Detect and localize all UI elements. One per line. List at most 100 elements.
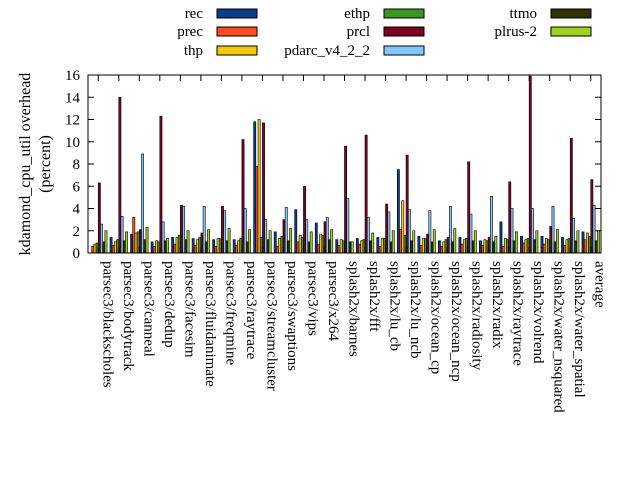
bar <box>278 238 282 254</box>
bar <box>241 139 245 254</box>
bar <box>221 205 224 254</box>
bar <box>448 205 452 254</box>
bar <box>122 240 126 254</box>
bar <box>120 215 124 254</box>
bar <box>216 238 220 254</box>
legend-swatch <box>216 45 258 56</box>
bar <box>253 121 257 254</box>
bar <box>551 205 555 254</box>
bar <box>483 239 487 254</box>
bar <box>186 230 190 254</box>
bar <box>555 229 559 254</box>
x-tick-label: splash2x/radix <box>489 261 505 349</box>
bar <box>499 221 503 254</box>
legend-swatch <box>550 26 592 37</box>
bar <box>163 240 167 254</box>
bar <box>369 240 372 254</box>
legend-label: ethp <box>344 6 370 22</box>
y-tick-label: 10 <box>65 135 80 151</box>
bar <box>193 244 197 254</box>
bar <box>572 218 575 254</box>
bar <box>289 228 293 254</box>
bar <box>305 219 309 254</box>
bar <box>235 244 238 254</box>
bar <box>284 207 288 254</box>
bar <box>276 246 279 254</box>
bar <box>166 238 169 254</box>
bar <box>385 203 389 254</box>
bar <box>371 232 375 254</box>
bar <box>330 229 334 254</box>
bar <box>232 239 236 254</box>
bar <box>410 240 413 254</box>
bar <box>501 246 505 254</box>
bar <box>335 239 339 254</box>
y-tick-label: 16 <box>65 68 81 84</box>
bar <box>237 240 241 254</box>
legend-swatch <box>383 45 425 56</box>
bar <box>592 204 596 254</box>
bar <box>512 240 516 254</box>
bar <box>442 241 446 254</box>
x-tick-label: parsec3/swaptions <box>284 261 300 371</box>
bar <box>355 238 359 254</box>
bar <box>389 241 393 254</box>
y-tick-label: 2 <box>73 224 81 240</box>
bar <box>257 119 261 254</box>
bar <box>419 244 423 254</box>
bar <box>248 229 252 254</box>
y-tick-label: 4 <box>73 202 81 218</box>
bar <box>109 237 113 254</box>
bar <box>350 241 354 254</box>
bar <box>378 246 382 254</box>
x-tick-label: parsec3/freqmine <box>222 261 238 365</box>
y-tick-label: 6 <box>73 179 81 195</box>
legend-label: thp <box>184 43 203 59</box>
bar <box>451 241 455 254</box>
bar <box>303 185 306 254</box>
bar <box>467 161 471 254</box>
bars <box>91 75 600 254</box>
bar <box>430 241 434 254</box>
y-tick-label: 8 <box>73 157 81 173</box>
bar <box>309 231 313 254</box>
bar <box>319 233 323 254</box>
bar <box>565 239 569 254</box>
x-tick-label: parsec3/blackscholes <box>99 261 115 388</box>
x-tick-label: parsec3/raytrace <box>243 261 259 360</box>
bar <box>479 240 482 254</box>
bar <box>380 238 384 254</box>
bar <box>325 217 329 254</box>
x-tick-label: splash2x/raytrace <box>510 261 526 366</box>
bar <box>171 237 175 254</box>
legend-swatch <box>383 8 425 19</box>
bar <box>125 231 128 254</box>
bar <box>262 122 265 254</box>
bar <box>314 222 318 254</box>
bar <box>223 210 227 254</box>
x-tick-label: splash2x/volrend <box>530 261 546 364</box>
x-tick-label: parsec3/vips <box>304 261 320 336</box>
bar <box>118 96 122 254</box>
x-tick-label: average <box>592 261 608 308</box>
bar <box>417 236 421 254</box>
bar <box>358 243 361 254</box>
bar <box>132 217 136 254</box>
x-tick-label: splash2x/water_nsquared <box>551 261 567 413</box>
bar <box>130 233 134 254</box>
legend-label: pdarc_v4_2_2 <box>284 43 370 59</box>
bar <box>204 241 208 254</box>
bar <box>528 75 532 254</box>
bar <box>155 240 158 254</box>
bar <box>432 229 436 254</box>
y-tick-label: 0 <box>73 246 81 262</box>
bar <box>391 230 395 254</box>
legend-label: prcl <box>347 24 370 40</box>
bar <box>150 241 154 254</box>
bar <box>544 238 548 254</box>
bar <box>376 237 380 254</box>
x-tick-label: parsec3/streamcluster <box>263 261 279 391</box>
bar <box>159 115 163 254</box>
bar <box>460 243 464 254</box>
legend-swatch <box>216 26 258 37</box>
